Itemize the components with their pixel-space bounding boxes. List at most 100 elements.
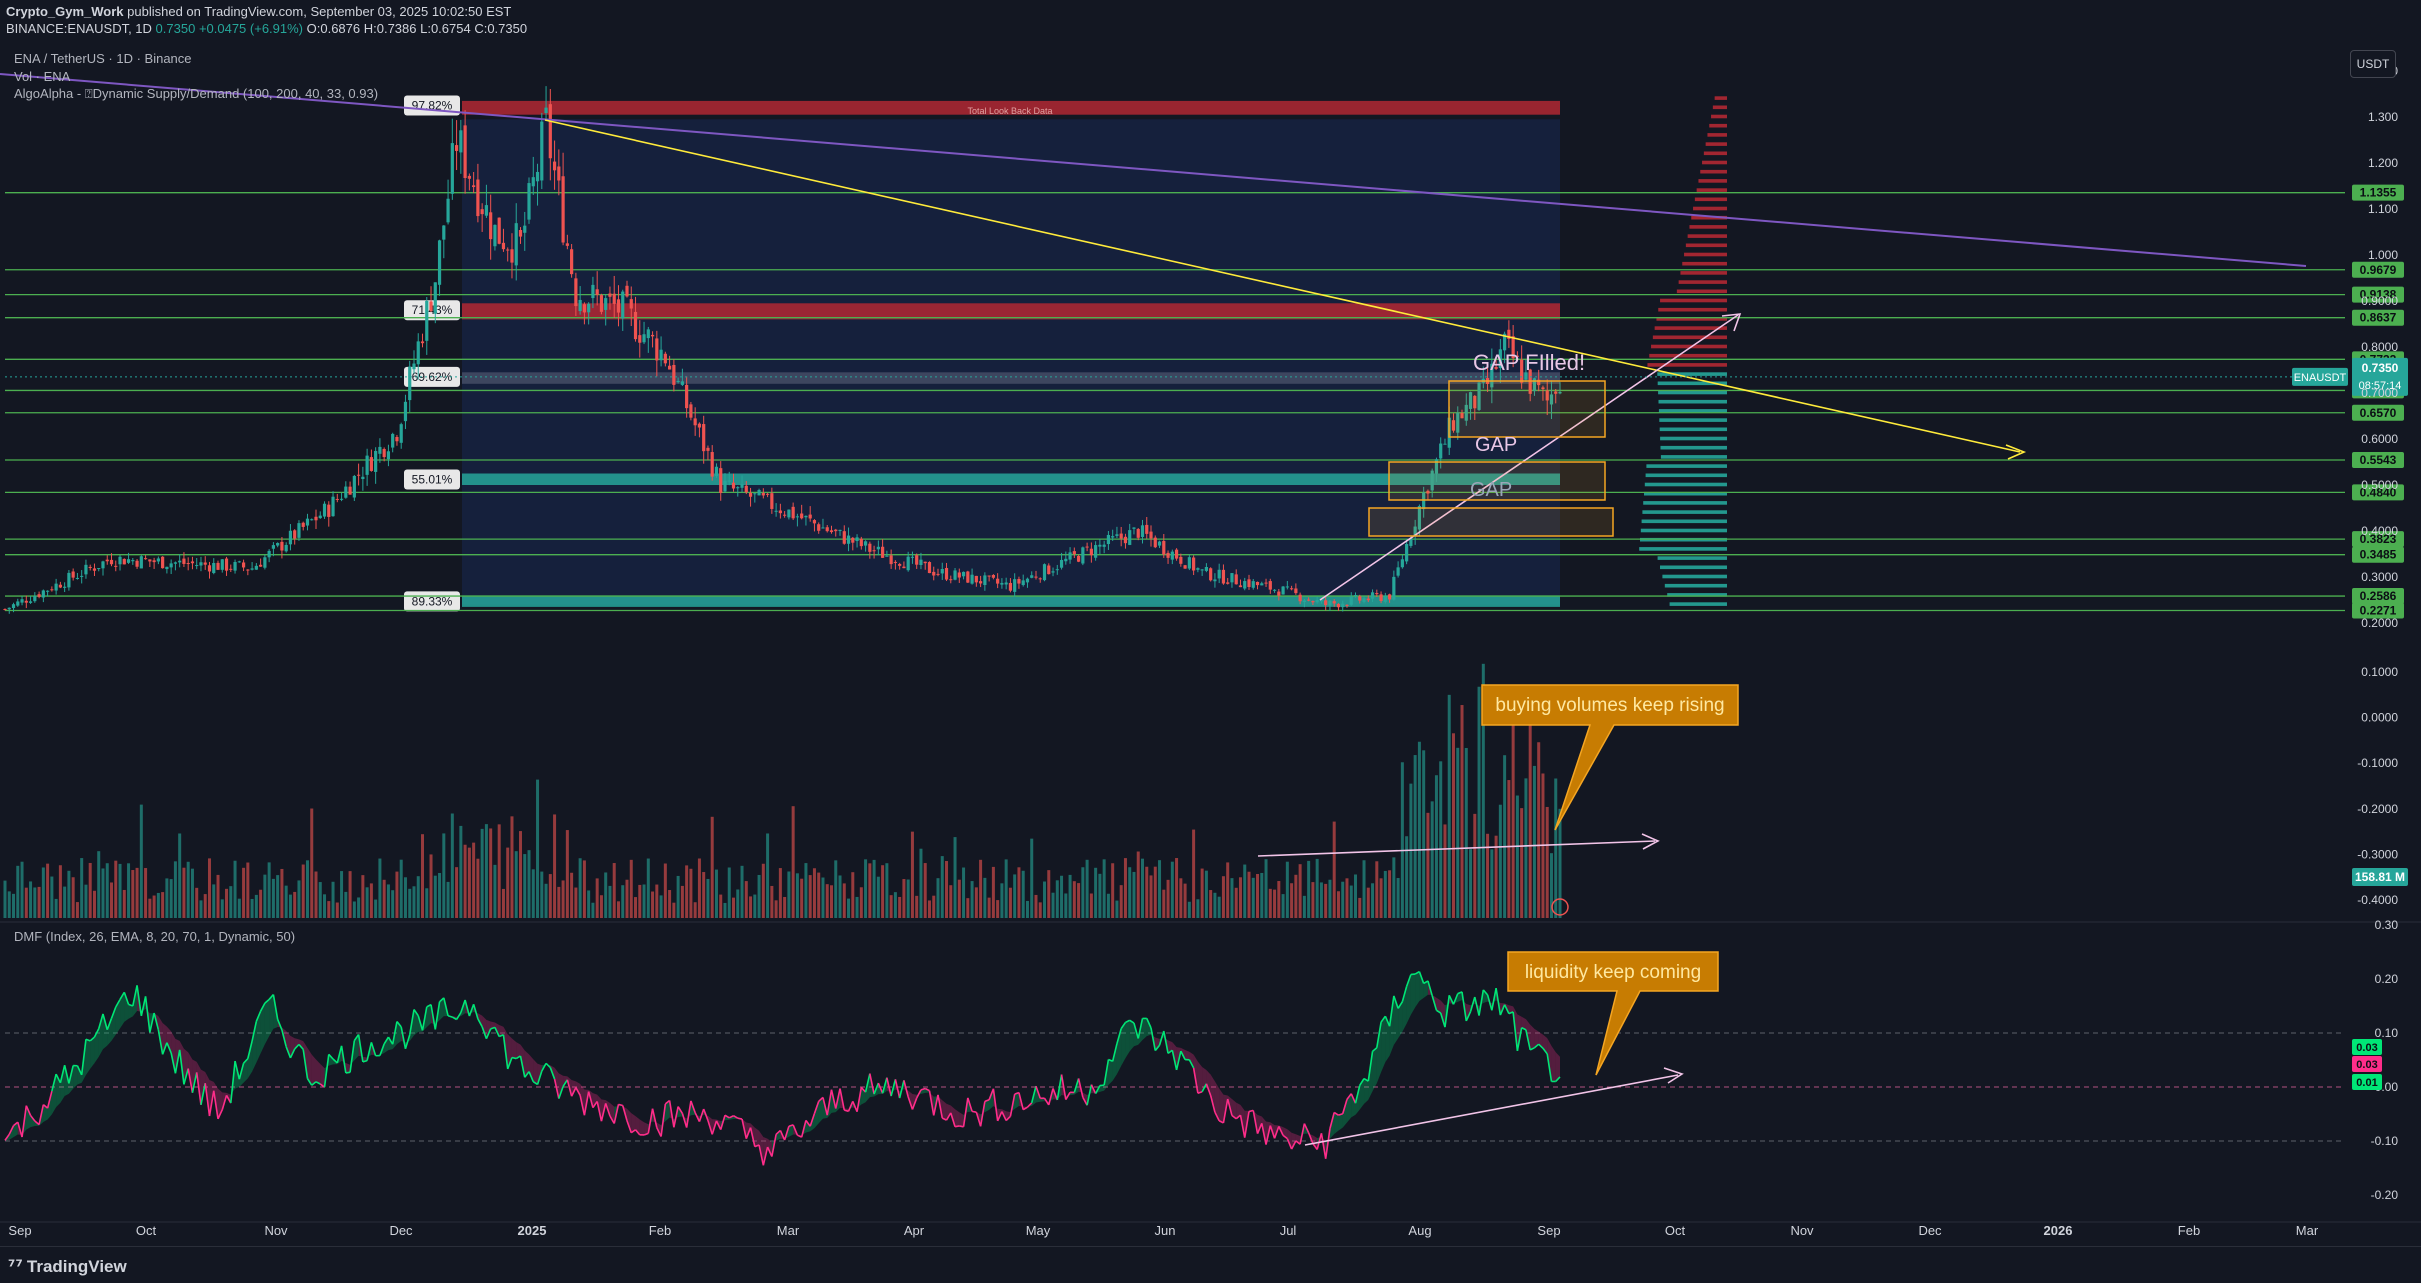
- volume-bar: [1512, 724, 1515, 918]
- volume-bar: [694, 902, 697, 918]
- dmf-fill-segment: [1130, 1020, 1134, 1051]
- candle-body: [498, 218, 501, 244]
- volume-bar: [1418, 742, 1421, 918]
- volume-bar: [485, 824, 488, 918]
- volume-bar: [234, 861, 237, 918]
- candle-body: [106, 560, 109, 562]
- volume-bar: [706, 879, 709, 918]
- candle-body: [1090, 549, 1093, 556]
- volume-bar: [1128, 867, 1131, 918]
- volume-bar: [378, 859, 381, 918]
- candle-body: [1405, 544, 1408, 561]
- volume-bar: [1154, 867, 1157, 918]
- volume-bar: [1132, 872, 1135, 918]
- volume-bar: [106, 863, 109, 918]
- volume-bar: [937, 878, 940, 918]
- candle-body: [561, 176, 564, 242]
- dmf-axis-tick: -0.10: [2371, 1134, 2399, 1148]
- candle-body: [238, 561, 241, 562]
- volume-bar: [101, 868, 104, 918]
- volume-bar: [1248, 872, 1251, 918]
- candle-body: [1103, 545, 1106, 547]
- candle-body: [72, 571, 75, 577]
- time-axis-tick: Feb: [649, 1223, 671, 1238]
- candle-body: [55, 584, 58, 591]
- candle-body: [970, 575, 973, 584]
- candle-body: [50, 589, 53, 590]
- volume-bar: [966, 898, 969, 918]
- candle-body: [225, 559, 228, 571]
- volume-bar: [540, 872, 543, 918]
- volume-bar: [455, 867, 458, 918]
- candle-body: [165, 567, 168, 569]
- volume-bar: [885, 863, 888, 918]
- legend-title[interactable]: ENA / TetherUS · 1D · Binance: [14, 51, 192, 66]
- candle-body: [596, 289, 599, 295]
- dmf-value-label: 0.01: [2356, 1077, 2377, 1089]
- volume-bar: [1260, 873, 1263, 918]
- candle-body: [907, 557, 910, 571]
- volume-bar: [1239, 877, 1242, 918]
- publisher-name[interactable]: Crypto_Gym_Work: [6, 4, 124, 19]
- volume-bar: [975, 887, 978, 918]
- candle-body: [353, 476, 356, 498]
- volume-bar: [1013, 874, 1016, 918]
- volume-bar: [1005, 859, 1008, 918]
- volume-bar: [217, 875, 220, 918]
- volume-bar: [1265, 859, 1268, 918]
- candle-body: [1047, 566, 1050, 575]
- volume-bar: [753, 895, 756, 918]
- currency-button[interactable]: USDT: [2350, 50, 2396, 78]
- candle-body: [1367, 599, 1370, 601]
- candle-body: [694, 418, 697, 425]
- volume-bar: [1294, 875, 1297, 918]
- candle-body: [792, 507, 795, 518]
- candle-body: [1107, 535, 1110, 544]
- volume-bar: [374, 900, 377, 918]
- volume-bar: [370, 883, 373, 918]
- chart-canvas[interactable]: Total Look Back Data97.82%71.43%69.62%55…: [0, 40, 2421, 1246]
- volume-bar: [1056, 880, 1059, 918]
- candle-body: [361, 477, 364, 479]
- candle-body: [268, 551, 271, 557]
- candle-body: [800, 514, 803, 519]
- volume-bar: [297, 880, 300, 918]
- volume-profile-bar: [1713, 106, 1727, 110]
- volume-bar: [983, 878, 986, 918]
- time-axis-tick: Sep: [8, 1223, 31, 1238]
- volume-bar: [1388, 870, 1391, 918]
- candle-body: [655, 338, 658, 360]
- volume-bar: [1205, 871, 1208, 918]
- candle-body: [949, 579, 952, 580]
- candle-body: [1120, 534, 1123, 539]
- volume-bar: [689, 869, 692, 918]
- candle-body: [408, 367, 411, 400]
- candle-body: [1341, 604, 1344, 607]
- volume-bar: [421, 834, 424, 918]
- volume-bar: [856, 897, 859, 918]
- volume-bar: [357, 897, 360, 918]
- candle-body: [1392, 577, 1395, 600]
- legend-dmf[interactable]: DMF (Index, 26, EMA, 8, 20, 70, 1, Dynam…: [14, 929, 295, 944]
- candle-body: [745, 486, 748, 492]
- candle-body: [1077, 556, 1080, 562]
- volume-bar: [1188, 902, 1191, 918]
- candle-body: [400, 424, 403, 443]
- volume-bar: [1443, 824, 1446, 918]
- legend-volume[interactable]: Vol · ENA: [14, 69, 70, 84]
- candle-body: [621, 292, 624, 319]
- volume-bar: [1060, 876, 1063, 918]
- volume-bar: [877, 877, 880, 918]
- candle-body: [378, 447, 381, 454]
- volume-bar: [868, 863, 871, 918]
- volume-bar: [996, 900, 999, 918]
- candle-body: [1337, 604, 1340, 607]
- legend-algoalpha[interactable]: AlgoAlpha - ⍰Dynamic Supply/Demand (100,…: [14, 86, 378, 102]
- volume-bar: [587, 890, 590, 918]
- volume-bar: [758, 875, 761, 918]
- volume-bar: [1426, 813, 1429, 918]
- dmf-line-segment: [955, 1126, 959, 1127]
- candle-body: [915, 555, 918, 564]
